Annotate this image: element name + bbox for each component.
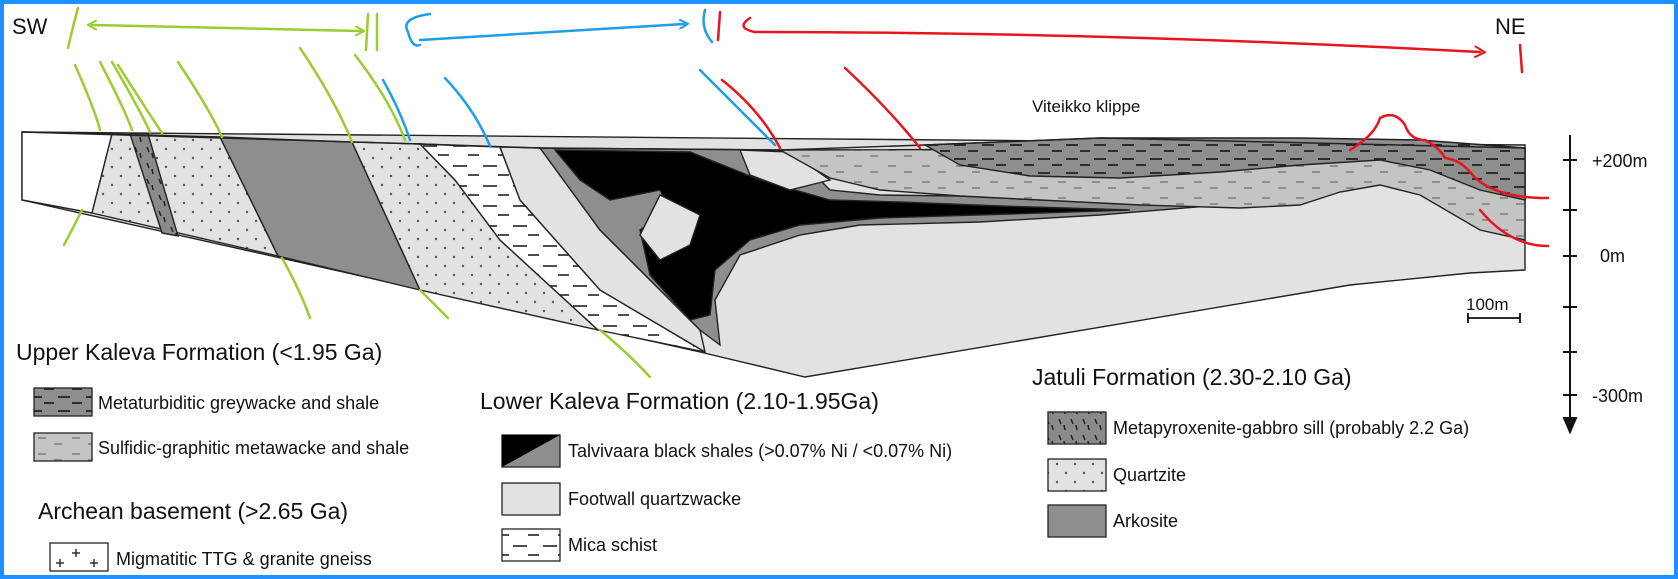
footwall-tongue-1 — [639, 194, 701, 261]
green-annotations — [62, 6, 652, 379]
gabbro-sill-unit — [129, 133, 179, 237]
blue-annotations — [381, 8, 777, 148]
legend-item-footwall: Footwall quartzwacke — [568, 489, 741, 509]
legend-item-black-shales: Talvivaara black shales (>0.07% Ni / <0.… — [568, 441, 952, 461]
scale-bar — [1467, 313, 1521, 323]
legend-swatch-gabbro-sill — [1047, 411, 1107, 445]
legend-title-jatuli: Jatuli Formation (2.30-2.10 Ga) — [1032, 364, 1352, 390]
legend-item-mica-schist: Mica schist — [568, 535, 657, 555]
legend-swatch-arkosite — [1047, 504, 1107, 538]
orientation-ne: NE — [1495, 14, 1526, 39]
legend-title-upper-kaleva: Upper Kaleva Formation (<1.95 Ga) — [16, 339, 382, 365]
elevation-label-minus300: -300m — [1592, 386, 1643, 406]
ttg-plus-icon — [56, 549, 98, 567]
legend-swatch-black-shales — [501, 434, 561, 468]
legend-title-archean: Archean basement (>2.65 Ga) — [38, 498, 348, 524]
elevation-label-200: +200m — [1592, 151, 1648, 171]
legend-item-ttg: Migmatitic TTG & granite gneiss — [116, 549, 372, 569]
legend-swatch-sulfidic — [33, 432, 93, 462]
legend-item-arkosite: Arkosite — [1113, 511, 1178, 531]
legend-swatch-quartzite — [1047, 458, 1107, 492]
elevation-scale — [1562, 135, 1578, 435]
legend-swatch-ttg — [49, 542, 109, 572]
cross-section — [21, 131, 1526, 378]
legend: Upper Kaleva Formation (<1.95 Ga) Metatu… — [16, 339, 1469, 572]
klippe-label: Viteikko klippe — [1032, 97, 1140, 116]
scale-bar-label: 100m — [1466, 295, 1509, 314]
legend-item-metaturbiditic: Metaturbiditic greywacke and shale — [98, 393, 379, 413]
red-annotations — [716, 10, 1550, 248]
cross-section-diagram: +200m 0m -300m 100m SW NE Viteikko klipp… — [12, 6, 1648, 572]
elevation-label-0: 0m — [1600, 246, 1625, 266]
metaturbiditic-greywacke-klippe — [922, 137, 1526, 201]
legend-swatch-mica-schist — [501, 528, 561, 562]
topographic-surface — [21, 131, 1526, 151]
legend-item-quartzite: Quartzite — [1113, 465, 1186, 485]
orientation-sw: SW — [12, 14, 48, 39]
legend-item-gabbro-sill: Metapyroxenite-gabbro sill (probably 2.2… — [1113, 418, 1469, 438]
legend-title-lower-kaleva: Lower Kaleva Formation (2.10-1.95Ga) — [480, 388, 879, 414]
legend-item-sulfidic: Sulfidic-graphitic metawacke and shale — [98, 438, 409, 458]
legend-swatch-metaturbiditic — [33, 387, 93, 417]
legend-swatch-footwall — [501, 482, 561, 516]
